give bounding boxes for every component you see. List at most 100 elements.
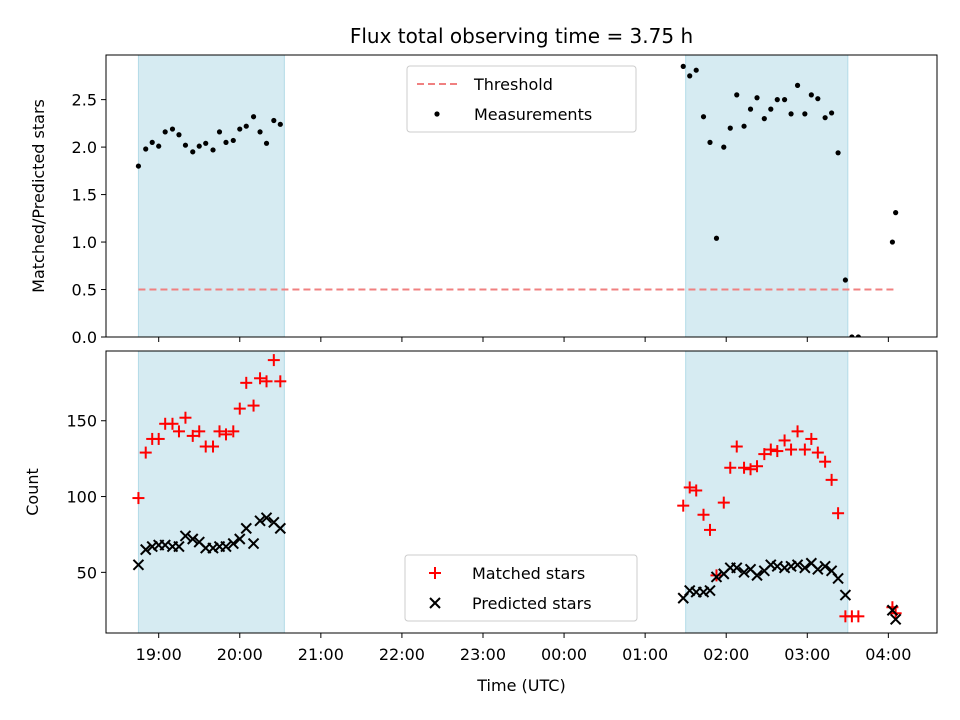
measurement-point [889,239,896,245]
matched-star-point [778,434,791,447]
measurement-point [768,106,774,112]
y-tick-label: 2.0 [72,138,97,157]
marker-d2 [886,604,899,616]
measurement-point [788,111,794,117]
x-tick-label: 04:00 [865,645,911,664]
marker-d2 [738,566,750,579]
plot-area [132,351,902,633]
measurement-point [754,95,760,101]
measurement-point [135,163,142,169]
matched-star-point [247,399,260,412]
marker-d2 [684,584,696,597]
marker-d2 [187,533,199,545]
matched-star-point [683,481,696,494]
measurement-point [849,334,855,337]
measurement-point [761,116,767,122]
measurement-point [822,115,828,121]
predicted-star-point [254,515,266,527]
marker-d2 [254,515,266,527]
matched-star-point [152,432,165,445]
predicted-star-point [886,604,899,616]
predicted-star-point [738,566,750,579]
measurement-point [230,137,236,144]
predicted-star-point [839,589,852,601]
predicted-star-point [240,522,252,535]
predicted-star-point [140,543,152,556]
measurement-point [216,129,223,135]
predicted-star-point [799,562,811,574]
measurement-point [250,114,257,120]
marker-d2 [268,516,280,529]
marker-d2 [825,565,838,577]
matched-star-point [274,375,287,388]
axes-frame [105,54,938,338]
matched-star-point [771,445,784,458]
predicted-star-point [187,533,199,545]
measurement-point [700,114,707,120]
measurement-point [149,139,155,145]
marker-d2 [839,589,852,601]
x-tick-label: 03:00 [784,645,830,664]
measurement-point [842,277,848,283]
predicted-star-point [704,584,716,597]
measurement-point [162,129,168,135]
matched-star-point [785,443,798,456]
predicted-star-point [179,530,192,542]
legend-label: Matched stars [472,564,585,583]
predicted-star-point [819,560,831,572]
y-tick-label: 100 [66,488,97,507]
marker-d2 [193,536,205,548]
measurement-point [741,123,747,129]
measurement-point [835,150,841,156]
x-tick-label: 21:00 [298,645,344,664]
marker-d2 [799,562,811,574]
predicted-star-point [791,559,804,571]
matched-star-point [717,496,730,509]
marker-d2 [260,512,273,524]
marker-d2 [274,522,287,535]
matched-star-point [724,461,737,474]
measurement-point [271,117,277,124]
x-tick-label: 22:00 [379,645,425,664]
measurement-point [855,334,861,337]
legend-box [406,65,637,133]
predicted-star-point [247,537,260,550]
marker-d2 [234,533,246,545]
matched-star-point [832,507,845,520]
matched-star-point [207,440,220,453]
predicted-star-point [173,540,185,553]
matched-star-point [819,455,832,468]
measurement-point [257,129,263,135]
matched-star-point [791,425,804,438]
x-tick-label: 19:00 [136,645,182,664]
series-matched-stars [132,354,902,623]
matched-star-point [139,446,152,459]
predicted-star-point [260,512,273,524]
x-tick-label: 00:00 [541,645,587,664]
x-axis-label: Time (UTC) [476,676,565,695]
marker-d2 [179,530,192,542]
measurement-point [727,125,733,131]
matched-star-point [703,523,716,536]
marker-d2 [889,613,902,626]
observing-interval-shade [685,55,849,337]
measurement-point [176,132,182,138]
measurement-point [829,110,835,116]
marker-d2 [819,560,831,572]
marker-d2 [227,537,239,550]
matched-star-point [260,375,273,388]
predicted-star-point [220,540,232,553]
series-predicted-stars [132,512,902,626]
y-tick-label: 0.0 [72,328,97,347]
measurement-point [182,142,189,148]
matched-star-point [240,376,253,389]
predicted-star-point [832,572,844,585]
series-measurements [135,63,899,337]
bottom-y-axis-label: Count [23,468,42,516]
measurement-point [243,123,249,129]
marker-d2 [751,569,763,582]
measurement-point [802,111,808,117]
measurement-point [721,144,727,150]
measurement-point [680,63,686,69]
matched-star-point [179,411,192,424]
